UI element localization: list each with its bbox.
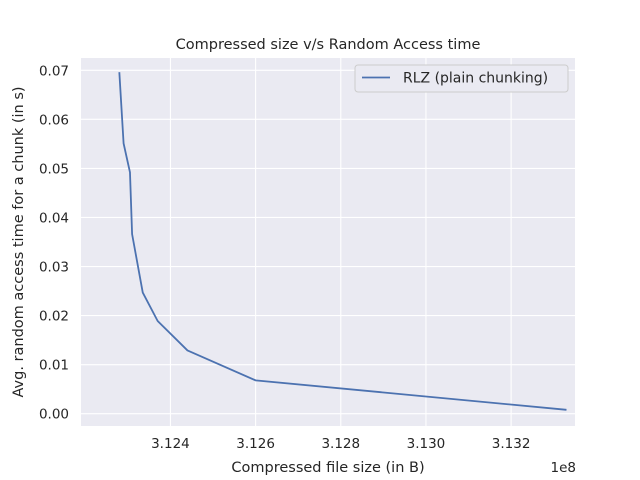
x-tick-label: 3.130 xyxy=(407,436,446,452)
chart-title: Compressed size v/s Random Access time xyxy=(176,37,481,53)
y-tick-label: 0.07 xyxy=(39,63,69,79)
legend: RLZ (plain chunking) xyxy=(354,64,569,93)
y-tick-label: 0.06 xyxy=(39,112,69,128)
x-axis-label: Compressed file size (in B) xyxy=(231,460,424,476)
y-axis-ticks: 0.00 0.01 0.02 0.03 0.04 0.05 0.06 0.07 xyxy=(39,63,69,422)
y-tick-label: 0.05 xyxy=(39,161,69,177)
plot-area-background xyxy=(81,58,575,426)
legend-box xyxy=(354,64,569,93)
x-axis-ticks: 3.124 3.126 3.128 3.130 3.132 xyxy=(151,436,530,452)
x-tick-label: 3.132 xyxy=(492,436,531,452)
series-layer xyxy=(118,72,567,411)
y-tick-label: 0.02 xyxy=(39,309,69,325)
y-tick-label: 0.04 xyxy=(39,210,69,226)
x-axis-offset-label: 1e8 xyxy=(551,460,576,476)
legend-entry-label: RLZ (plain chunking) xyxy=(403,71,548,87)
y-tick-label: 0.00 xyxy=(39,407,69,423)
x-tick-label: 3.124 xyxy=(151,436,190,452)
series-line xyxy=(118,72,567,411)
y-tick-label: 0.03 xyxy=(39,260,69,276)
y-axis-label: Avg. random access time for a chunk (in … xyxy=(11,86,27,397)
x-tick-label: 3.128 xyxy=(321,436,360,452)
x-tick-label: 3.126 xyxy=(236,436,275,452)
y-tick-label: 0.01 xyxy=(39,358,69,374)
